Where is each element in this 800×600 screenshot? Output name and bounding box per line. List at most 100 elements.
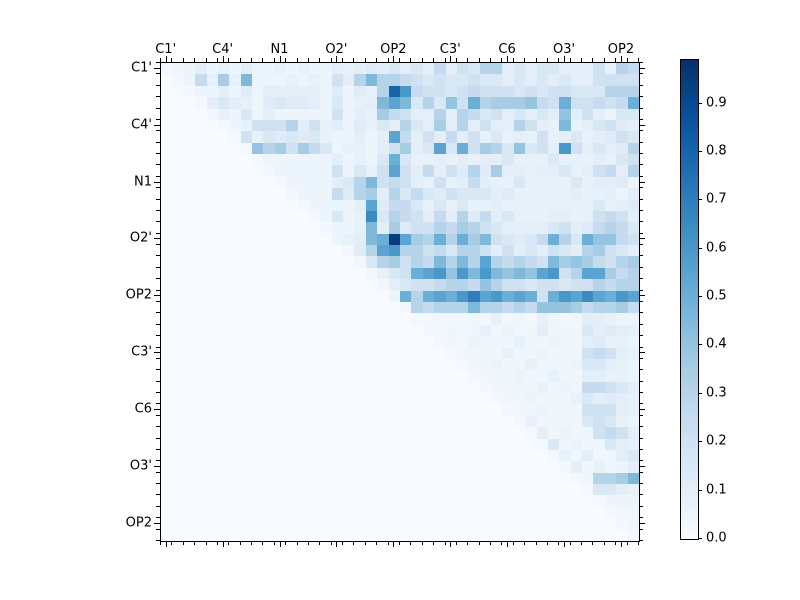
heatmap-cell [308,108,321,120]
tick-mark [156,483,160,484]
heatmap-cell [252,108,264,120]
heatmap-cell [354,142,366,155]
heatmap-cell [308,438,321,450]
heatmap-cell [343,233,355,246]
heatmap-cell [559,279,571,291]
heatmap-cell [468,427,480,439]
heatmap-cell [400,324,412,337]
heatmap-cell [354,165,366,177]
tick-mark [388,58,389,62]
colorbar-tick-label: 0.6 [706,240,727,256]
heatmap-cell [377,461,389,473]
heatmap-cell [229,415,241,428]
heatmap-cell [400,279,412,291]
heatmap-cell [286,358,298,371]
tick-mark [450,56,451,62]
heatmap-cell [627,381,639,394]
heatmap-cell [400,97,412,109]
heatmap-cell [308,267,321,280]
heatmap-cell [331,222,344,234]
heatmap-cell [593,518,605,530]
heatmap-cell [161,370,173,382]
heatmap-cell [172,233,184,246]
heatmap-cell [263,472,275,485]
heatmap-cell [308,245,321,257]
heatmap-cell [217,267,230,280]
heatmap-cell [536,119,548,132]
heatmap-cell [456,154,469,166]
heatmap-cell [240,108,253,120]
heatmap-cell [354,393,366,405]
heatmap-cell [217,108,230,120]
heatmap-cell [525,324,537,337]
tick-mark [297,541,298,545]
heatmap-cell [161,176,173,189]
heatmap-cell [206,381,218,394]
heatmap-cell [365,131,378,143]
heatmap-cell [616,393,628,405]
heatmap-cell [547,404,560,416]
heatmap-cell [547,495,560,507]
heatmap-cell [229,176,241,189]
heatmap-cell [229,142,241,155]
heatmap-cell [195,131,207,143]
heatmap-cell [183,358,196,371]
heatmap-cell [411,495,423,507]
heatmap-cell [297,461,309,473]
tick-mark [154,125,160,126]
heatmap-cell [206,279,218,291]
heatmap-cell [331,529,344,541]
heatmap-cell [536,97,548,109]
heatmap-cell [434,438,446,450]
heatmap-cell [570,267,583,280]
heatmap-cell [570,256,583,268]
heatmap-cell [206,370,218,382]
heatmap-cell [502,518,514,530]
colorbar-tick-mark [698,199,702,201]
heatmap-cell [582,427,594,439]
heatmap-cell [525,461,537,473]
heatmap-cell [536,85,548,98]
heatmap-cell [229,438,241,450]
heatmap-cell [400,484,412,496]
heatmap-cell [195,461,207,473]
heatmap-cell [547,461,560,473]
heatmap-cell [491,393,503,405]
heatmap-cell [559,199,571,211]
heatmap-cell [593,74,605,86]
heatmap-cell [582,415,594,428]
heatmap-cell [195,154,207,166]
heatmap-cell [172,97,184,109]
heatmap-cell [491,347,503,359]
heatmap-cell [161,358,173,371]
heatmap-cell [195,313,207,325]
heatmap-cell [263,119,275,132]
heatmap-cell [274,210,287,223]
heatmap-cell [308,233,321,246]
heatmap-cell [445,63,457,75]
heatmap-cell [183,347,196,359]
heatmap-cell [183,222,196,234]
heatmap-cell [434,108,446,120]
heatmap-cell [536,461,548,473]
heatmap-cell [161,165,173,177]
heatmap-cell [308,74,321,86]
heatmap-cell [422,381,435,394]
heatmap-cell [343,97,355,109]
heatmap-cell [479,506,492,519]
heatmap-cell [491,199,503,211]
heatmap-cell [513,131,526,143]
heatmap-cell [547,302,560,314]
heatmap-cell [547,199,560,211]
heatmap-cell [570,290,583,302]
heatmap-cell [445,506,457,519]
heatmap-cell [365,518,378,530]
heatmap-cell [491,415,503,428]
heatmap-cell [229,245,241,257]
heatmap-cell [240,222,253,234]
heatmap-cell [513,85,526,98]
heatmap-cell [559,176,571,189]
heatmap-cell [525,131,537,143]
heatmap-cell [161,484,173,496]
heatmap-cell [525,63,537,75]
